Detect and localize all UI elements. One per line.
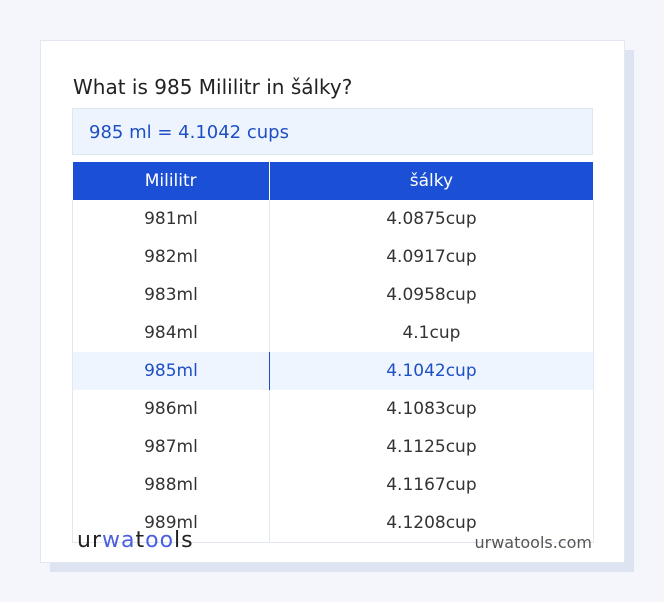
table-row: 985ml 4.1042cup: [72, 352, 595, 390]
site-link[interactable]: urwatools.com: [474, 533, 593, 552]
column-header-ml: Mililitr: [72, 162, 270, 200]
table-row: 986ml 4.1083cup: [72, 390, 595, 428]
table-row: 989ml 4.1208cup: [72, 504, 595, 543]
ml-cell: 984ml: [72, 314, 270, 352]
table-row: 987ml 4.1125cup: [72, 428, 595, 466]
converter-card: What is 985 Mililitr in šálky? 985 ml = …: [40, 40, 625, 563]
table-row: 988ml 4.1167cup: [72, 466, 595, 504]
ml-cell: 989ml: [72, 504, 270, 543]
cups-cell: 4.1083cup: [268, 390, 595, 428]
cups-cell: 4.1cup: [268, 314, 595, 352]
cups-cell: 4.0917cup: [268, 238, 595, 276]
ml-cell: 985ml: [72, 352, 270, 390]
table-row: 984ml 4.1cup: [72, 314, 595, 352]
conversion-table: Mililitr šálky 981ml 4.0875cup 982ml 4.0917…: [72, 162, 595, 543]
cups-cell: 4.0958cup: [268, 276, 595, 314]
ml-cell: 983ml: [72, 276, 270, 314]
ml-cell: 986ml: [72, 390, 270, 428]
table-row: 981ml 4.0875cup: [72, 200, 595, 238]
ml-cell: 987ml: [72, 428, 270, 466]
cups-cell: 4.1167cup: [268, 466, 595, 504]
ml-cell: 988ml: [72, 466, 270, 504]
ml-cell: 981ml: [72, 200, 270, 238]
result-box: 985 ml = 4.1042 cups: [72, 108, 593, 155]
ml-cell: 982ml: [72, 238, 270, 276]
cups-cell: 4.0875cup: [268, 200, 595, 238]
column-header-cups: šálky: [269, 162, 595, 200]
urwatools-logo[interactable]: urwatools: [77, 528, 194, 553]
table-row: 982ml 4.0917cup: [72, 238, 595, 276]
cups-cell: 4.1125cup: [268, 428, 595, 466]
table-row: 983ml 4.0958cup: [72, 276, 595, 314]
cups-cell: 4.1208cup: [268, 504, 595, 543]
page-title: What is 985 Mililitr in šálky?: [73, 75, 353, 99]
cups-cell: 4.1042cup: [268, 352, 595, 390]
